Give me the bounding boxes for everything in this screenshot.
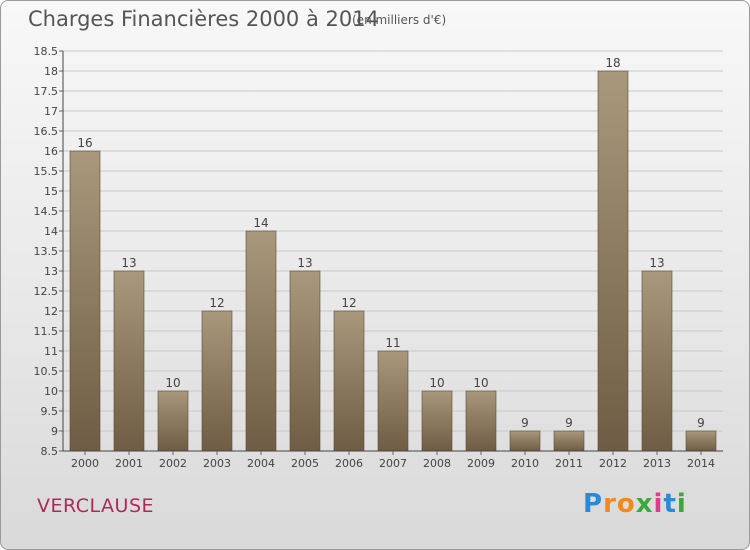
data-label: 16	[77, 136, 92, 150]
brand-letter: r	[603, 489, 617, 519]
x-tick-label: 2007	[379, 457, 407, 470]
x-tick-label: 2013	[643, 457, 671, 470]
bar	[597, 70, 629, 452]
y-tick-label: 9	[51, 425, 58, 438]
y-tick-label: 15	[44, 185, 58, 198]
bar	[333, 310, 365, 452]
brand-letter: o	[616, 489, 636, 519]
x-tick-label: 2004	[247, 457, 275, 470]
bar	[641, 270, 673, 452]
x-tick-label: 2001	[115, 457, 143, 470]
data-label: 12	[341, 296, 356, 310]
data-label: 9	[697, 416, 705, 430]
x-tick-label: 2009	[467, 457, 495, 470]
y-tick-label: 18	[44, 65, 58, 78]
y-tick-label: 13	[44, 265, 58, 278]
bar	[157, 390, 189, 452]
y-tick-label: 16	[44, 145, 58, 158]
x-tick-label: 2000	[71, 457, 99, 470]
chart-title: Charges Financières 2000 à 2014	[28, 7, 379, 31]
labels: 8.5 9 9.5 10 10.5 11 11.5 12 12.5 13 13.5 14 14.5 15 1…	[34, 45, 716, 470]
y-tick-label: 14.5	[34, 205, 59, 218]
brand-letter: x	[635, 489, 654, 519]
brand-letter: t	[663, 489, 677, 519]
data-label: 11	[385, 336, 400, 350]
y-tick-label: 10	[44, 385, 58, 398]
x-tick-label: 2014	[687, 457, 715, 470]
bar	[289, 270, 321, 452]
brand-letter: i	[676, 489, 687, 519]
bar	[509, 430, 541, 452]
x-tick-label: 2010	[511, 457, 539, 470]
x-tick-label: 2003	[203, 457, 231, 470]
y-tick-label: 12.5	[34, 285, 59, 298]
y-tick-label: 14	[44, 225, 58, 238]
y-tick-label: 12	[44, 305, 58, 318]
x-tick-label: 2011	[555, 457, 583, 470]
y-tick-label: 11.5	[34, 325, 59, 338]
bar	[245, 230, 277, 452]
data-label: 9	[521, 416, 529, 430]
data-label: 13	[649, 256, 664, 270]
y-tick-label: 11	[44, 345, 58, 358]
y-tick-label: 17.5	[34, 85, 59, 98]
y-tick-label: 18.5	[34, 45, 59, 58]
y-tick-label: 10.5	[34, 365, 59, 378]
bar	[553, 430, 585, 452]
brand-letter: P	[583, 489, 604, 519]
data-label: 18	[605, 56, 620, 70]
bar	[465, 390, 497, 452]
y-tick-label: 9.5	[41, 405, 59, 418]
x-tick-label: 2002	[159, 457, 187, 470]
bars	[69, 70, 717, 452]
data-label: 10	[473, 376, 488, 390]
brand-letter: i	[653, 489, 664, 519]
bar	[421, 390, 453, 452]
y-tick-label: 8.5	[41, 445, 59, 458]
data-label: 13	[121, 256, 136, 270]
data-label: 9	[565, 416, 573, 430]
bar	[201, 310, 233, 452]
bar	[377, 350, 409, 452]
bar	[685, 430, 717, 452]
data-label: 14	[253, 216, 268, 230]
brand-logo: Proxiti	[583, 489, 687, 519]
town-name: VERCLAUSE	[37, 495, 155, 517]
data-label: 12	[209, 296, 224, 310]
data-label: 10	[429, 376, 444, 390]
chart-subtitle: (en milliers d'€)	[352, 13, 447, 27]
data-label: 10	[165, 376, 180, 390]
data-label: 13	[297, 256, 312, 270]
y-tick-label: 16.5	[34, 125, 59, 138]
x-tick-label: 2008	[423, 457, 451, 470]
y-tick-label: 13.5	[34, 245, 59, 258]
x-tick-label: 2006	[335, 457, 363, 470]
axes	[59, 50, 723, 455]
y-tick-label: 17	[44, 105, 58, 118]
y-tick-label: 15.5	[34, 165, 59, 178]
x-tick-label: 2012	[599, 457, 627, 470]
x-tick-label: 2005	[291, 457, 319, 470]
bar	[69, 150, 101, 452]
bar	[113, 270, 145, 452]
